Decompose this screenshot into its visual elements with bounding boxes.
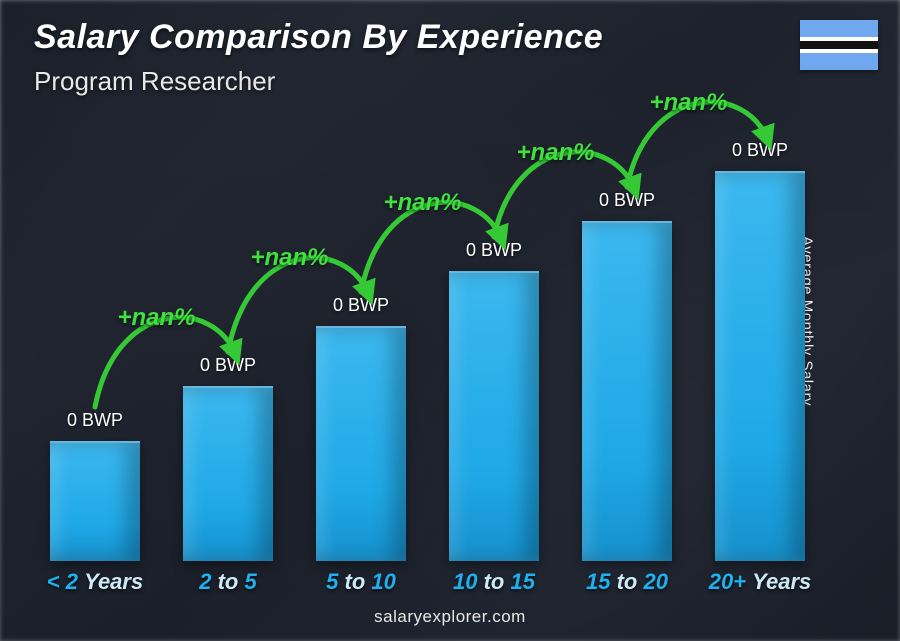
increase-arc xyxy=(0,0,900,641)
chart-container: Salary Comparison By Experience Program … xyxy=(0,0,900,641)
delta-label: +nan% xyxy=(650,89,728,117)
